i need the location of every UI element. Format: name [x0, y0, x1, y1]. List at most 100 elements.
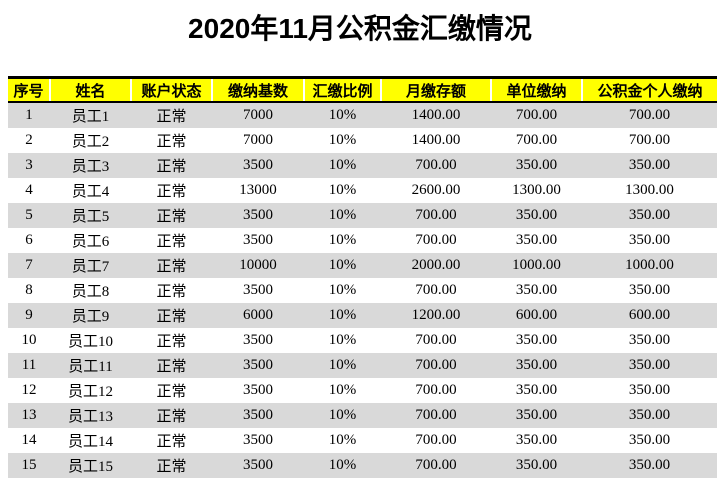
header-cell[interactable]: 缴纳基数 [211, 76, 304, 103]
table-cell[interactable]: 700.00 [415, 407, 457, 423]
table-cell[interactable]: 员工4 [71, 184, 110, 200]
table-cell[interactable]: 2600.00 [411, 182, 461, 198]
table-cell[interactable]: 10% [328, 182, 357, 198]
table-cell[interactable]: 员工15 [67, 459, 113, 475]
table-cell[interactable]: 350.00 [628, 157, 671, 173]
table-cell[interactable]: 11 [21, 357, 37, 373]
table-cell[interactable]: 6 [25, 232, 33, 248]
table-cell[interactable]: 1400.00 [411, 132, 461, 148]
table-cell[interactable]: 6000 [243, 307, 273, 323]
table-cell[interactable]: 正常 [156, 259, 187, 275]
table-cell[interactable]: 正常 [156, 134, 187, 150]
table-cell[interactable]: 700.00 [628, 107, 671, 123]
table-cell[interactable]: 正常 [156, 359, 187, 375]
header-cell[interactable]: 月缴存额 [380, 76, 491, 103]
table-cell[interactable]: 3500 [243, 157, 273, 173]
table-cell[interactable]: 700.00 [415, 357, 457, 373]
table-cell[interactable]: 3500 [243, 282, 273, 298]
table-cell[interactable]: 2 [25, 132, 33, 148]
table-cell[interactable]: 3500 [243, 207, 273, 223]
table-cell[interactable]: 15 [21, 457, 37, 473]
table-cell[interactable]: 正常 [156, 109, 187, 125]
table-cell[interactable]: 3500 [243, 232, 273, 248]
table-cell[interactable]: 10% [328, 232, 357, 248]
header-cell[interactable]: 账户状态 [130, 76, 212, 103]
table-cell[interactable]: 700.00 [415, 157, 457, 173]
table-cell[interactable]: 10% [328, 282, 357, 298]
table-cell[interactable]: 员工7 [71, 259, 110, 275]
table-cell[interactable]: 700.00 [415, 207, 457, 223]
table-cell[interactable]: 13 [21, 407, 37, 423]
table-cell[interactable]: 350.00 [515, 432, 558, 448]
table-cell[interactable]: 1200.00 [411, 307, 461, 323]
table-cell[interactable]: 350.00 [628, 207, 671, 223]
table-cell[interactable]: 10% [328, 382, 357, 398]
table-cell[interactable]: 3500 [243, 457, 273, 473]
table-cell[interactable]: 员工11 [68, 359, 113, 375]
table-cell[interactable]: 350.00 [515, 232, 558, 248]
table-cell[interactable]: 350.00 [515, 357, 558, 373]
table-cell[interactable]: 350.00 [628, 282, 671, 298]
table-cell[interactable]: 350.00 [515, 207, 558, 223]
table-cell[interactable]: 员工3 [71, 159, 110, 175]
table-cell[interactable]: 350.00 [628, 232, 671, 248]
table-cell[interactable]: 1 [25, 107, 33, 123]
table-cell[interactable]: 700.00 [415, 457, 457, 473]
table-cell[interactable]: 正常 [156, 409, 187, 425]
table-cell[interactable]: 700.00 [415, 432, 457, 448]
table-cell[interactable]: 10% [328, 407, 357, 423]
table-cell[interactable]: 350.00 [628, 382, 671, 398]
table-cell[interactable]: 员工9 [71, 309, 110, 325]
table-cell[interactable]: 10% [328, 207, 357, 223]
table-cell[interactable]: 正常 [156, 384, 187, 400]
table-cell[interactable]: 9 [25, 307, 33, 323]
table-cell[interactable]: 8 [25, 282, 33, 298]
table-cell[interactable]: 10% [328, 357, 357, 373]
table-cell[interactable]: 7 [25, 257, 33, 273]
table-cell[interactable]: 700.00 [415, 282, 457, 298]
table-cell[interactable]: 700.00 [415, 382, 457, 398]
header-cell[interactable]: 公积金个人缴纳 [581, 76, 717, 103]
table-cell[interactable]: 10% [328, 432, 357, 448]
table-cell[interactable]: 350.00 [515, 407, 558, 423]
table-cell[interactable]: 员工10 [67, 334, 113, 350]
table-cell[interactable]: 350.00 [515, 457, 558, 473]
table-cell[interactable]: 员工8 [71, 284, 110, 300]
table-cell[interactable]: 7000 [243, 107, 273, 123]
table-cell[interactable]: 10% [328, 457, 357, 473]
table-cell[interactable]: 3500 [243, 382, 273, 398]
table-cell[interactable]: 700.00 [515, 107, 558, 123]
table-cell[interactable]: 10% [328, 157, 357, 173]
table-cell[interactable]: 1300.00 [512, 182, 561, 198]
table-cell[interactable]: 600.00 [628, 307, 671, 323]
table-cell[interactable]: 350.00 [628, 357, 671, 373]
table-cell[interactable]: 1000.00 [512, 257, 561, 273]
table-cell[interactable]: 1000.00 [625, 257, 674, 273]
table-cell[interactable]: 350.00 [515, 332, 558, 348]
table-cell[interactable]: 350.00 [515, 157, 558, 173]
table-cell[interactable]: 正常 [156, 209, 187, 225]
table-cell[interactable]: 1300.00 [625, 182, 674, 198]
table-cell[interactable]: 4 [25, 182, 33, 198]
header-cell[interactable]: 汇缴比例 [303, 76, 381, 103]
table-cell[interactable]: 7000 [243, 132, 273, 148]
table-cell[interactable]: 员工5 [71, 209, 110, 225]
table-cell[interactable]: 12 [21, 382, 37, 398]
header-cell[interactable]: 姓名 [49, 76, 131, 103]
table-cell[interactable]: 10000 [239, 257, 277, 273]
table-cell[interactable]: 2000.00 [411, 257, 461, 273]
table-cell[interactable]: 10% [328, 257, 357, 273]
table-cell[interactable]: 正常 [156, 284, 187, 300]
table-cell[interactable]: 14 [21, 432, 37, 448]
table-cell[interactable]: 正常 [156, 309, 187, 325]
table-cell[interactable]: 10% [328, 307, 357, 323]
table-cell[interactable]: 员工13 [67, 409, 113, 425]
table-cell[interactable]: 350.00 [628, 432, 671, 448]
table-cell[interactable]: 3500 [243, 432, 273, 448]
table-cell[interactable]: 3500 [243, 357, 273, 373]
table-cell[interactable]: 正常 [156, 334, 187, 350]
table-cell[interactable]: 700.00 [415, 232, 457, 248]
table-cell[interactable]: 600.00 [515, 307, 558, 323]
table-cell[interactable]: 3500 [243, 332, 273, 348]
table-cell[interactable]: 350.00 [515, 282, 558, 298]
